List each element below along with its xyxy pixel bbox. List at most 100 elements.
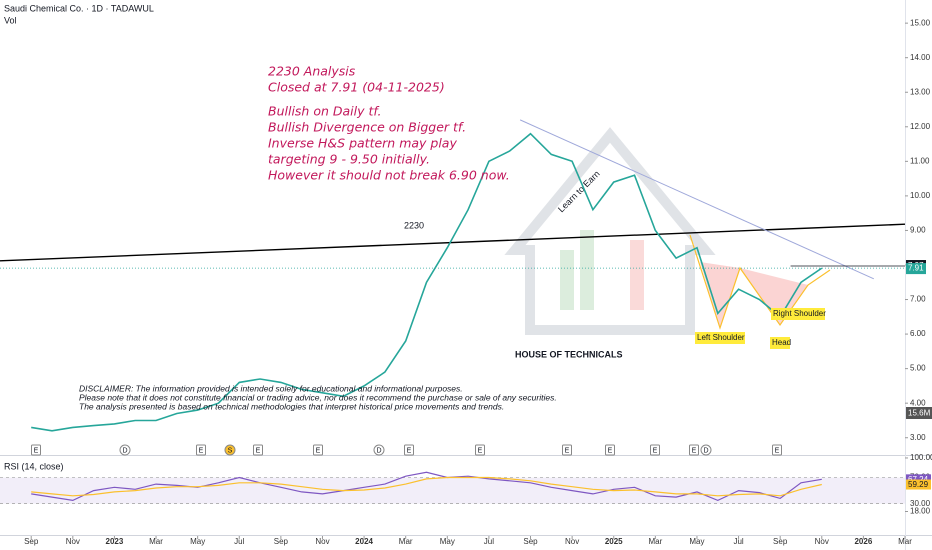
x-tick-label: Mar [399,537,413,546]
analysis-line: However it should not break 6.90 now. [268,168,510,183]
event-label: E [775,447,780,454]
event-label: E [478,447,483,454]
watermark-brand: HOUSE OF TECHNICALS [515,349,623,359]
pattern-label: Left Shoulder [697,333,745,342]
x-tick-label: Sep [773,537,788,546]
x-tick-label: 2024 [355,537,373,546]
series-line [31,132,823,432]
event-label: D [122,447,127,454]
x-tick-label: Jul [484,537,494,546]
y-tick-label: 12.00 [910,122,931,131]
pattern-label: Head [772,338,791,347]
event-marker [475,444,485,456]
event-marker [31,444,41,456]
y-tick-label: 11.00 [910,156,930,165]
rsi-badge-label: 67.24 [908,475,929,484]
event-marker [605,444,615,456]
y-tick-label: 5.00 [910,364,926,373]
event-label: E [199,447,204,454]
analysis-line: Closed at 7.91 (04-11-2025) [268,80,445,95]
event-marker [650,444,660,456]
x-tick-label: May [440,537,455,546]
event-marker [700,444,712,456]
y-tick-label: 6.00 [910,329,926,338]
analysis-line: Inverse H&S pattern may play [268,136,457,151]
trendline [0,223,906,262]
event-label: D [703,447,708,454]
x-tick-label: Jul [733,537,743,546]
event-marker [772,444,782,456]
event-label: E [256,447,261,454]
logo-bar [560,250,574,310]
event-marker [224,444,236,456]
pattern-label: Right Shoulder [773,309,826,318]
x-tick-label: May [190,537,205,546]
y-tick-label: 30.00 [910,499,931,508]
event-label: E [316,447,321,454]
event-label: E [565,447,570,454]
series-line [31,476,822,497]
analysis-line: Bullish Divergence on Bigger tf. [268,120,466,135]
x-tick-label: Nov [66,537,80,546]
y-tick-label: 3.00 [910,433,926,442]
event-marker [404,444,414,456]
event-marker [196,444,206,456]
event-marker [562,444,572,456]
y-tick-label: 9.00 [910,226,926,235]
disclaimer-line: Please note that it does not constitute … [79,392,557,402]
x-tick-label: Jul [234,537,244,546]
x-tick-label: 2023 [106,537,124,546]
x-tick-label: Sep [24,537,39,546]
x-tick-label: Sep [274,537,289,546]
y-tick-label: 100.00 [910,453,932,462]
y-tick-label: 13.00 [910,87,931,96]
y-tick-label: 18.00 [910,507,931,516]
volume-badge [906,407,932,419]
rsi-badge [906,479,931,490]
logo [504,127,716,335]
rsi-badge-label: 59.29 [908,480,929,489]
y-tick-label: 7.00 [910,295,926,304]
x-tick-label: Nov [315,537,329,546]
event-label: E [653,447,658,454]
x-tick-label: Mar [149,537,163,546]
event-marker [689,444,699,456]
x-tick-label: 2026 [854,537,872,546]
watermark-symbol: 2230 [404,220,424,230]
logo-bar [580,230,594,310]
volume-label: Vol [4,15,17,25]
event-label: E [692,447,697,454]
pattern-shade [740,268,808,325]
event-label: E [34,447,39,454]
x-tick-label: May [689,537,704,546]
pattern-label-box [695,332,745,344]
close-badge-label: 7.91 [908,264,924,273]
header-title: Saudi Chemical Co. · 1D · TADAWUL [4,3,154,13]
pattern-outline [689,234,831,330]
y-tick-label: 4.00 [910,398,926,407]
event-marker [119,444,131,456]
pattern-label-box [771,308,825,320]
event-marker [313,444,323,456]
logo-house [504,127,716,335]
x-tick-label: Nov [565,537,579,546]
event-label: D [376,447,381,454]
pattern-shade [700,262,740,328]
x-tick-label: Nov [815,537,829,546]
x-tick-label: Mar [898,537,912,546]
y-tick-label: 14.00 [910,53,931,62]
analysis-line: targeting 9 - 9.50 initially. [268,152,430,167]
volume-value: 15.6M [908,409,931,418]
analysis-line: Bullish on Daily tf. [268,104,382,119]
disclaimer-line: DISCLAIMER: The information provided is … [79,383,463,393]
event-marker [253,444,263,456]
event-label: S [228,447,233,454]
close-badge [906,263,926,275]
event-marker [373,444,385,456]
trendline [519,119,874,280]
rsi-title: RSI (14, close) [4,461,64,471]
y-tick-label: 10.00 [910,191,931,200]
